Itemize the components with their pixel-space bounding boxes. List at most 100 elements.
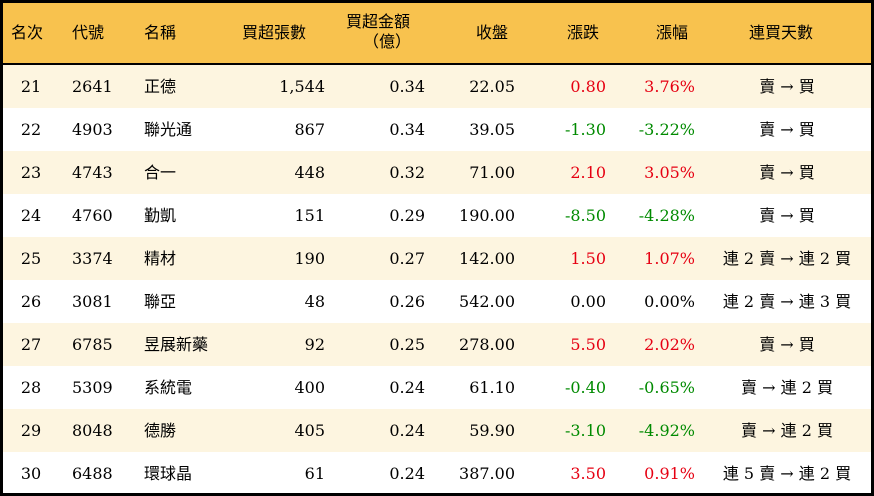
pct-cell: -0.65%	[638, 378, 695, 397]
name-cell: 精材	[144, 249, 177, 268]
lots-cell: 867	[294, 120, 325, 139]
close-cell: 278.00	[459, 335, 515, 354]
lots-cell: 48	[304, 292, 325, 311]
code-cell: 6488	[72, 464, 113, 483]
table-row[interactable]: 29 8048 德勝 405 0.24 59.90 -3.10 -4.92% 賣 → 連 2 買	[3, 409, 871, 452]
table-row[interactable]: 27 6785 昱展新藥 92 0.25 278.00 5.50 2.02% 賣 → 買	[3, 323, 871, 366]
name-cell: 勤凱	[144, 206, 177, 225]
days-cell: 賣 → 買	[759, 77, 815, 96]
rank-cell: 27	[20, 335, 42, 354]
pct-cell: -3.22%	[638, 120, 695, 139]
amount-cell: 0.34	[389, 77, 425, 96]
amount-cell: 0.29	[389, 206, 425, 225]
header-pct: 漲幅	[656, 23, 689, 42]
table-row[interactable]: 24 4760 勤凱 151 0.29 190.00 -8.50 -4.28% 賣 → 買	[3, 194, 871, 237]
header-days: 連買天數	[749, 23, 814, 42]
pct-cell: 0.00%	[644, 292, 695, 311]
code-cell: 2641	[72, 77, 113, 96]
lots-cell: 151	[294, 206, 325, 225]
change-cell: 0.00	[570, 292, 606, 311]
pct-cell: 0.91%	[644, 464, 695, 483]
lots-cell: 448	[294, 163, 325, 182]
header-rank: 名次	[11, 23, 44, 42]
table-header: 名次 代號 名稱 買超張數 買超金額 （億） 收盤 漲跌 漲幅 連買天數	[3, 3, 871, 65]
days-cell: 賣 → 買	[759, 120, 815, 139]
table-row[interactable]: 23 4743 合一 448 0.32 71.00 2.10 3.05% 賣 → 買	[3, 151, 871, 194]
rank-cell: 23	[20, 163, 42, 182]
change-cell: -8.50	[564, 206, 606, 225]
name-cell: 德勝	[144, 421, 177, 440]
code-cell: 4760	[72, 206, 113, 225]
close-cell: 61.10	[469, 378, 515, 397]
table-row[interactable]: 30 6488 環球晶 61 0.24 387.00 3.50 0.91% 連 5 賣 → 連 …	[3, 452, 871, 493]
name-cell: 聯光通	[144, 120, 193, 139]
amount-cell: 0.26	[389, 292, 425, 311]
change-cell: 2.10	[570, 163, 606, 182]
close-cell: 59.90	[469, 421, 515, 440]
lots-cell: 1,544	[279, 77, 325, 96]
change-cell: 1.50	[570, 249, 606, 268]
code-cell: 8048	[72, 421, 113, 440]
pct-cell: 2.02%	[644, 335, 695, 354]
change-cell: -0.40	[564, 378, 606, 397]
change-cell: -1.30	[564, 120, 606, 139]
days-cell: 連 2 賣 → 連 2 買	[722, 249, 852, 268]
lots-cell: 400	[294, 378, 325, 397]
header-amount-unit: （億）	[363, 32, 412, 51]
name-cell: 合一	[144, 163, 177, 182]
amount-cell: 0.27	[389, 249, 425, 268]
amount-cell: 0.24	[389, 378, 425, 397]
name-cell: 正德	[144, 77, 177, 96]
rank-cell: 22	[20, 120, 42, 139]
rank-cell: 24	[20, 206, 42, 225]
amount-cell: 0.24	[389, 421, 425, 440]
code-cell: 6785	[72, 335, 113, 354]
rank-cell: 30	[20, 464, 42, 483]
lots-cell: 190	[294, 249, 325, 268]
lots-cell: 61	[304, 464, 325, 483]
days-cell: 賣 → 買	[759, 163, 815, 182]
amount-cell: 0.32	[389, 163, 425, 182]
days-cell: 賣 → 買	[759, 206, 815, 225]
close-cell: 142.00	[459, 249, 515, 268]
rank-cell: 21	[20, 77, 42, 96]
close-cell: 22.05	[469, 77, 515, 96]
name-cell: 系統電	[144, 378, 193, 397]
close-cell: 190.00	[459, 206, 515, 225]
lots-cell: 92	[304, 335, 325, 354]
name-cell: 聯亞	[144, 292, 177, 311]
rank-cell: 26	[20, 292, 42, 311]
days-cell: 賣 → 買	[759, 335, 815, 354]
table-row[interactable]: 28 5309 系統電 400 0.24 61.10 -0.40 -0.65% 賣 → 連 2 …	[3, 366, 871, 409]
table-row[interactable]: 25 3374 精材 190 0.27 142.00 1.50 1.07% 連 2 賣 → 連 …	[3, 237, 871, 280]
code-cell: 3374	[72, 249, 113, 268]
close-cell: 542.00	[459, 292, 515, 311]
name-cell: 環球晶	[144, 464, 193, 483]
code-cell: 4903	[72, 120, 113, 139]
pct-cell: 1.07%	[644, 249, 695, 268]
lots-cell: 405	[294, 421, 325, 440]
days-cell: 連 2 賣 → 連 3 買	[722, 292, 852, 311]
table-row[interactable]: 26 3081 聯亞 48 0.26 542.00 0.00 0.00% 連 2 賣 → 連 3…	[3, 280, 871, 323]
rank-cell: 28	[20, 378, 42, 397]
header-name: 名稱	[144, 23, 177, 42]
change-cell: -3.10	[564, 421, 606, 440]
pct-cell: 3.05%	[644, 163, 695, 182]
pct-cell: -4.92%	[638, 421, 695, 440]
code-cell: 4743	[72, 163, 113, 182]
rank-cell: 25	[20, 249, 42, 268]
days-cell: 賣 → 連 2 買	[741, 378, 833, 397]
table-row[interactable]: 22 4903 聯光通 867 0.34 39.05 -1.30 -3.22% 賣 → 買	[3, 108, 871, 151]
header-lots: 買超張數	[242, 23, 307, 42]
close-cell: 387.00	[459, 464, 515, 483]
days-cell: 連 5 賣 → 連 2 買	[722, 464, 852, 483]
change-cell: 0.80	[570, 77, 606, 96]
amount-cell: 0.25	[389, 335, 425, 354]
rank-cell: 29	[20, 421, 42, 440]
amount-cell: 0.24	[389, 464, 425, 483]
change-cell: 3.50	[570, 464, 606, 483]
close-cell: 71.00	[469, 163, 515, 182]
change-cell: 5.50	[570, 335, 606, 354]
table-row[interactable]: 21 2641 正德 1,544 0.34 22.05 0.80 3.76% 賣 → 買	[3, 65, 871, 108]
